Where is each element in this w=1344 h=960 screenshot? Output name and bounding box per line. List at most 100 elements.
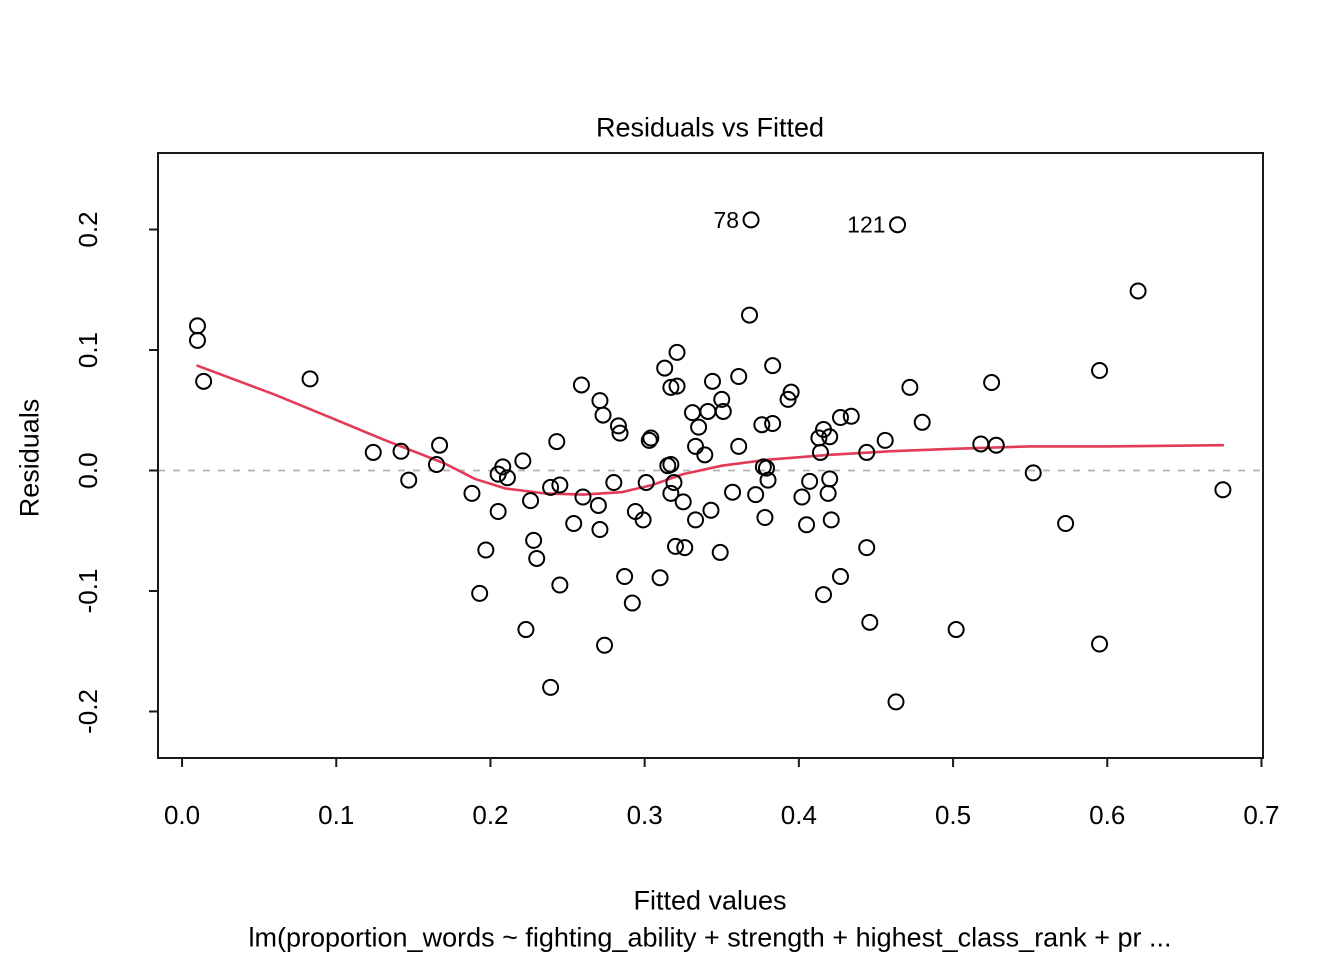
- data-point: [662, 455, 680, 473]
- data-point: [668, 343, 686, 361]
- data-point: [831, 408, 849, 426]
- data-point: [596, 636, 614, 654]
- data-point: [676, 539, 694, 557]
- data-point: [741, 306, 759, 324]
- data-point: [522, 492, 540, 510]
- data-point: [711, 543, 729, 561]
- x-tick-label: 0.2: [472, 800, 508, 830]
- y-tick-label: -0.1: [73, 569, 103, 614]
- x-tick-label: 0.1: [318, 800, 354, 830]
- outlier-label: 121: [847, 212, 885, 238]
- data-point: [858, 443, 876, 461]
- data-point: [528, 549, 546, 567]
- data-point: [1214, 481, 1232, 499]
- data-point: [498, 469, 516, 487]
- data-point: [572, 376, 590, 394]
- plot-title: Residuals vs Fitted: [595, 112, 825, 143]
- data-point: [687, 437, 705, 455]
- data-point: [665, 474, 683, 492]
- data-point: [798, 516, 816, 534]
- data-point: [542, 478, 560, 496]
- data-point: [699, 402, 717, 420]
- smoother-line: [196, 364, 1225, 496]
- data-point: [747, 486, 765, 504]
- data-point: [494, 458, 512, 476]
- data-point: [471, 584, 489, 602]
- data-point: [704, 372, 722, 390]
- data-point: [605, 474, 623, 492]
- data-point: [574, 488, 592, 506]
- data-point: [730, 437, 748, 455]
- y-tick-label: 0.2: [73, 211, 103, 247]
- data-point: [887, 693, 905, 711]
- data-point: [714, 402, 732, 420]
- data-point: [702, 501, 720, 519]
- data-point: [683, 404, 701, 422]
- x-tick-label: 0.6: [1089, 800, 1125, 830]
- data-point: [188, 331, 206, 349]
- data-point: [594, 406, 612, 424]
- model-caption: lm(proportion_words ~ fighting_ability +…: [248, 922, 1172, 953]
- data-point: [1024, 464, 1042, 482]
- data-point: [616, 568, 634, 586]
- data-point: [901, 378, 919, 396]
- data-point: [1091, 361, 1109, 379]
- data-point: [690, 418, 708, 436]
- data-point: [815, 421, 833, 439]
- data-point: [662, 484, 680, 502]
- data-point: [793, 488, 811, 506]
- data-point: [724, 483, 742, 501]
- data-point: [983, 374, 1001, 392]
- data-point: [759, 471, 777, 489]
- y-tick-label: 0.0: [73, 452, 103, 488]
- data-point: [551, 476, 569, 494]
- data-point: [861, 613, 879, 631]
- x-tick-label: 0.7: [1243, 800, 1279, 830]
- data-point: [876, 431, 894, 449]
- data-point: [913, 413, 931, 431]
- data-point: [842, 407, 860, 425]
- data-point: [623, 594, 641, 612]
- data-point: [1057, 515, 1075, 533]
- data-point: [477, 541, 495, 559]
- y-tick-label: 0.1: [73, 332, 103, 368]
- data-point: [1091, 635, 1109, 653]
- data-point: [756, 508, 774, 526]
- x-tick-label: 0.5: [935, 800, 971, 830]
- data-point: [514, 452, 532, 470]
- data-point: [195, 372, 213, 390]
- data-point: [517, 621, 535, 639]
- data-point: [637, 474, 655, 492]
- data-point: [589, 496, 607, 514]
- data-point: [642, 429, 660, 447]
- data-point: [819, 484, 837, 502]
- data-point: [609, 417, 627, 435]
- data-point: [591, 521, 609, 539]
- data-point: [779, 390, 797, 408]
- data-point: [640, 431, 658, 449]
- data-point: [668, 377, 686, 395]
- data-point: [188, 317, 206, 335]
- data-point: [753, 416, 771, 434]
- x-tick-label: 0.3: [627, 800, 663, 830]
- data-point: [542, 678, 560, 696]
- data-point: [757, 459, 775, 477]
- plot-box: [157, 152, 1264, 759]
- data-point: [400, 471, 418, 489]
- data-point: [831, 568, 849, 586]
- data-point: [634, 511, 652, 529]
- data-point: [947, 621, 965, 639]
- data-point: [392, 442, 410, 460]
- x-axis-label: Fitted values: [633, 885, 787, 916]
- data-point: [811, 443, 829, 461]
- data-point: [548, 433, 566, 451]
- data-point: [489, 502, 507, 520]
- y-tick-label: -0.2: [73, 689, 103, 734]
- data-point: [651, 569, 669, 587]
- data-point: [463, 484, 481, 502]
- data-point: [662, 378, 680, 396]
- data-point: [821, 470, 839, 488]
- outlier-label: 78: [713, 207, 739, 233]
